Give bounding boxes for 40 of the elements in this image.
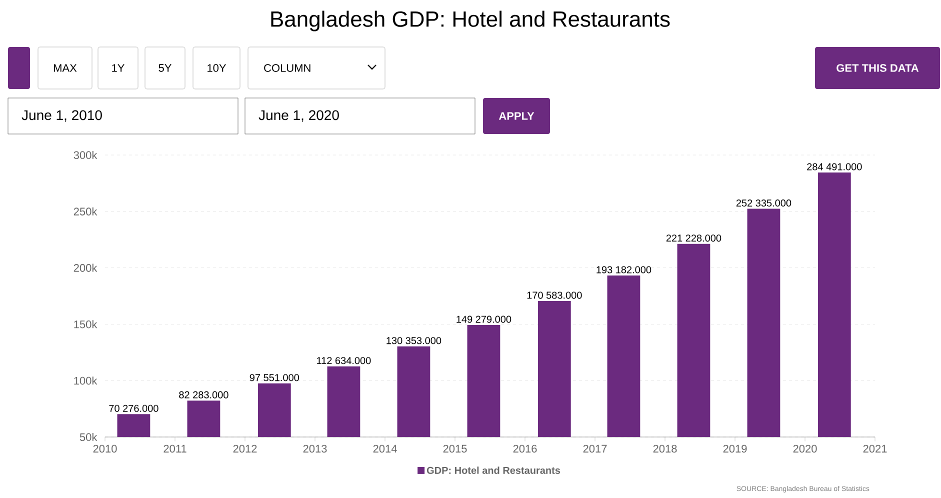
- text: MAX: [54, 64, 77, 72]
- x-tick-label: 2020: [793, 444, 817, 453]
- data-label: 97 551.000: [250, 374, 300, 382]
- x-tick-label: 2014: [373, 444, 397, 453]
- y-tick-label: 150k: [74, 320, 98, 328]
- data-label: 221 228.000: [666, 234, 722, 242]
- y-tick-label: 300k: [74, 150, 98, 160]
- text: 5Y: [158, 64, 172, 72]
- x-tick-label: 2015: [443, 444, 467, 453]
- x-tick-label: 2019: [723, 444, 747, 453]
- data-label: 252 335.000: [736, 199, 792, 207]
- x-tick-label: 2012: [233, 444, 257, 453]
- y-tick-label: 250k: [74, 207, 98, 216]
- data-label: 193 182.000: [596, 266, 652, 274]
- text: 10Y: [208, 64, 226, 72]
- y-tick-label: 200k: [74, 264, 98, 272]
- y-tick-label: 100k: [74, 376, 98, 385]
- data-label: 149 279.000: [456, 316, 512, 323]
- x-tick-label: 2017: [583, 444, 607, 453]
- data-label: 112 634.000: [317, 357, 371, 364]
- text: COLUMN: [264, 64, 310, 72]
- x-tick-label: 2010: [93, 444, 117, 453]
- chart-title: Bangladesh GDP: Hotel and Restaurants: [271, 10, 670, 32]
- legend-label: GDP: Hotel and Restaurants: [426, 466, 560, 474]
- text: GET THIS DATA: [836, 64, 919, 72]
- data-label: 170 583.000: [527, 292, 582, 299]
- data-label: 82 283.000: [179, 391, 228, 398]
- x-tick-label: 2011: [164, 444, 186, 453]
- data-label: 70 276.000: [109, 404, 158, 412]
- x-tick-label: 2013: [303, 444, 327, 453]
- x-tick-label: 2021: [863, 444, 887, 453]
- y-tick-label: 50k: [80, 432, 98, 442]
- text: June 1, 2020: [258, 110, 339, 122]
- data-label: 284 491.000: [807, 163, 862, 170]
- text: APPLY: [498, 112, 534, 120]
- x-tick-label: 2016: [513, 444, 537, 453]
- text: June 1, 2010: [22, 110, 102, 122]
- x-tick-label: 2018: [653, 444, 677, 453]
- text: 1Y: [112, 64, 124, 72]
- data-label: 130 353.000: [386, 337, 442, 344]
